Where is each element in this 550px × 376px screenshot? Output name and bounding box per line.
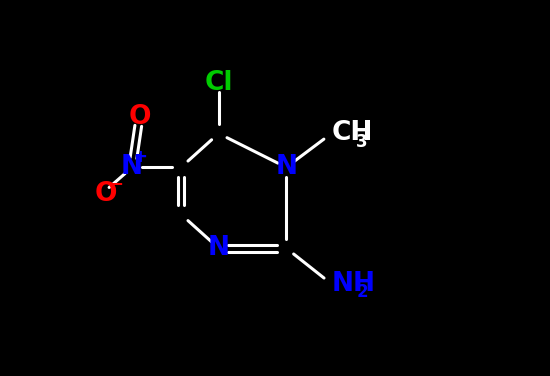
Text: O: O <box>95 180 117 207</box>
Text: NH: NH <box>332 271 376 297</box>
Text: N: N <box>207 235 229 261</box>
Text: Cl: Cl <box>205 70 233 96</box>
Text: 3: 3 <box>356 133 367 151</box>
Text: N: N <box>276 154 298 180</box>
Text: CH: CH <box>332 120 373 147</box>
Text: O: O <box>128 103 151 130</box>
Text: −: − <box>109 174 123 192</box>
Text: +: + <box>134 148 147 166</box>
Text: 2: 2 <box>357 283 368 301</box>
Text: N: N <box>121 154 143 180</box>
